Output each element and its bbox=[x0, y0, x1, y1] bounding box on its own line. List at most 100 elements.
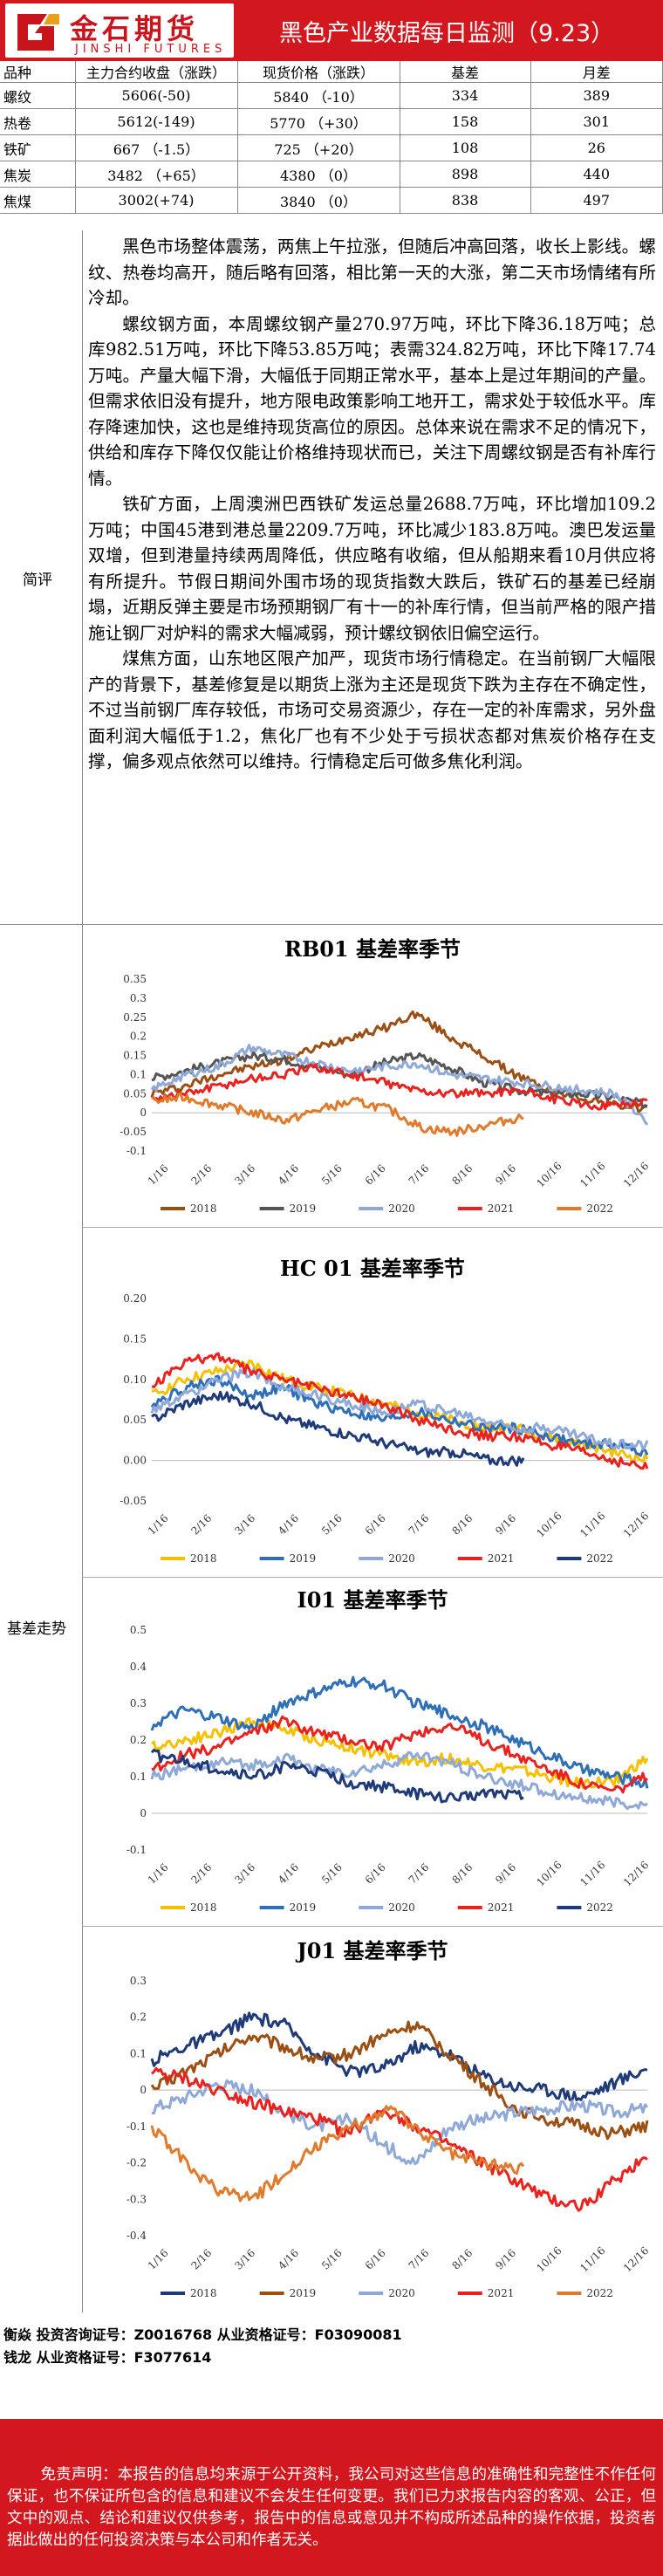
y-tick-label: 0.2 bbox=[130, 1734, 147, 1746]
x-tick-label: 11/16 bbox=[578, 1160, 607, 1189]
x-tick-label: 6/16 bbox=[363, 1512, 388, 1538]
legend-label: 2018 bbox=[190, 1901, 217, 1914]
y-tick-label: 0.25 bbox=[123, 1011, 147, 1024]
chart-title: I01 基差率季节 bbox=[297, 1587, 448, 1613]
x-tick-label: 6/16 bbox=[363, 1162, 388, 1188]
table-cell: 5840 （-10） bbox=[237, 82, 400, 109]
y-tick-label: 0 bbox=[140, 1807, 147, 1819]
y-tick-label: -0.05 bbox=[120, 1495, 147, 1507]
y-tick-label: 0.2 bbox=[130, 2011, 147, 2024]
x-tick-label: 9/16 bbox=[493, 1861, 518, 1887]
x-tick-label: 2/16 bbox=[189, 1512, 215, 1538]
y-tick-label: 0.15 bbox=[123, 1050, 147, 1062]
y-tick-label: 0.1 bbox=[130, 1068, 147, 1080]
legend-label: 2020 bbox=[388, 1552, 415, 1565]
summary-paragraph: 铁矿方面，上周澳洲巴西铁矿发运总量2688.7万吨，环比增加109.2万吨；中国… bbox=[88, 494, 656, 643]
series-line-2018 bbox=[150, 2011, 648, 2102]
table-cell: 焦煤 bbox=[0, 187, 76, 214]
y-tick-label: -0.05 bbox=[120, 1126, 147, 1138]
series-line-2021 bbox=[151, 1352, 649, 1470]
basis-label: 基差走势 bbox=[7, 1620, 66, 1638]
logo-english-text: JINSHI FUTURES bbox=[75, 43, 227, 56]
legend-label: 2019 bbox=[290, 1552, 317, 1565]
table-row: 螺纹 5606(-50) 5840 （-10） 334 389 bbox=[0, 82, 663, 109]
table-cell: 4380 （0） bbox=[237, 161, 400, 188]
x-tick-label: 9/16 bbox=[493, 1162, 518, 1188]
table-cell: 26 bbox=[530, 134, 663, 161]
series-line-2019 bbox=[150, 1675, 649, 1789]
x-tick-label: 12/16 bbox=[621, 1160, 651, 1189]
x-tick-label: 7/16 bbox=[407, 1162, 432, 1188]
chart-hc01: HC 01 基差率季节 0.20 0.15 0.10 0.05 0.00 -0.05 1/16… bbox=[82, 1246, 663, 1578]
column-header: 主力合约收盘（涨跌） bbox=[75, 61, 238, 83]
summary-text: 黑色市场整体震荡，两焦上午拉涨，但随后冲高回落，收长上影线。螺纹、热卷均高开，随… bbox=[82, 230, 659, 925]
table-cell: 3002(+74) bbox=[75, 187, 238, 214]
x-tick-label: 6/16 bbox=[363, 2247, 388, 2272]
table-cell: 5612(-149) bbox=[75, 108, 238, 135]
x-tick-label: 3/16 bbox=[232, 1861, 257, 1887]
legend-label: 2020 bbox=[388, 1202, 415, 1215]
table-cell: 5770 （+30） bbox=[237, 108, 400, 135]
column-header: 月差 bbox=[530, 61, 663, 83]
legend-label: 2018 bbox=[190, 2287, 217, 2299]
y-tick-label: 0.4 bbox=[130, 1661, 147, 1673]
table-cell: 301 bbox=[530, 108, 663, 135]
legend-label: 2020 bbox=[388, 1901, 415, 1914]
legend-label: 2021 bbox=[488, 2287, 515, 2299]
table-cell: 3482 （+65） bbox=[75, 161, 238, 188]
legend-label: 2021 bbox=[488, 1552, 515, 1565]
x-tick-label: 12/16 bbox=[621, 1859, 651, 1888]
summary-label: 简评 bbox=[23, 572, 52, 589]
legend-label: 2021 bbox=[488, 1202, 515, 1215]
column-header: 基差 bbox=[400, 61, 531, 83]
legend-label: 2019 bbox=[290, 1202, 317, 1215]
x-tick-label: 9/16 bbox=[493, 2247, 518, 2272]
legend-label: 2018 bbox=[190, 1552, 217, 1565]
series-line-2021 bbox=[150, 2066, 648, 2212]
table-cell: 热卷 bbox=[0, 108, 76, 135]
x-tick-label: 4/16 bbox=[276, 1861, 301, 1887]
chart-rb01-svg: RB01 基差率季节 0.35 0.3 0.25 0.2 0.15 0.1 0.05 0 -0.0… bbox=[120, 936, 651, 1215]
y-tick-label: 0.35 bbox=[123, 973, 147, 985]
x-tick-label: 3/16 bbox=[232, 2247, 257, 2272]
y-tick-label: 0.05 bbox=[123, 1414, 147, 1426]
x-tick-label: 5/16 bbox=[319, 1162, 345, 1188]
x-tick-label: 7/16 bbox=[407, 1512, 432, 1538]
y-tick-label: 0.3 bbox=[130, 992, 147, 1004]
legend-label: 2018 bbox=[190, 1202, 217, 1215]
y-tick-label: 0.5 bbox=[130, 1624, 147, 1636]
x-tick-label: 5/16 bbox=[319, 1512, 345, 1538]
column-header: 现货价格（涨跌） bbox=[237, 61, 400, 83]
table-cell: 铁矿 bbox=[0, 134, 76, 161]
x-tick-label: 1/16 bbox=[146, 1861, 171, 1887]
series-line-2020 bbox=[150, 1750, 648, 1811]
y-tick-label: -0.1 bbox=[126, 1145, 147, 1157]
x-tick-label: 11/16 bbox=[578, 2244, 607, 2274]
x-tick-label: 1/16 bbox=[146, 1162, 171, 1188]
logo: 金石期货 JINSHI FUTURES bbox=[5, 3, 234, 58]
table-cell: 725 （+20） bbox=[237, 134, 400, 161]
table-cell: 螺纹 bbox=[0, 82, 76, 109]
footer-authors: 衡焱 投资咨询证号：Z0016768 从业资格证号：F03090081 钱龙 从… bbox=[0, 2314, 663, 2419]
x-tick-label: 12/16 bbox=[621, 1510, 651, 1539]
chart-title: RB01 基差率季节 bbox=[284, 936, 461, 962]
series-line-2022 bbox=[150, 2105, 525, 2203]
table-row: 焦煤 3002(+74) 3840 （0） 838 497 bbox=[0, 187, 663, 214]
logo-mark-icon bbox=[17, 14, 59, 51]
disclaimer: 免责声明：本报告的信息均来源于公开资料，我公司对这些信息的准确性和完整性不作任何… bbox=[0, 2419, 663, 2576]
chart-title: J01 基差率季节 bbox=[295, 1938, 448, 1963]
x-tick-label: 2/16 bbox=[189, 1861, 215, 1887]
y-tick-label: 0.05 bbox=[123, 1087, 147, 1100]
legend-label: 2020 bbox=[388, 2287, 415, 2299]
series-line-2018 bbox=[150, 1716, 649, 1790]
logo-chinese-text: 金石期货 bbox=[70, 12, 200, 45]
table-cell: 389 bbox=[530, 82, 663, 109]
chart-j01: J01 基差率季节 0.3 0.2 0.1 0 -0.1 -0.2 -0.3 -0.4 1/16 2… bbox=[82, 1929, 663, 2312]
series-line-2021 bbox=[151, 1715, 649, 1794]
charts-column bbox=[82, 925, 663, 2312]
column-header: 品种 bbox=[0, 61, 76, 83]
table-cell: 158 bbox=[400, 108, 531, 135]
series-line-2019 bbox=[150, 2020, 649, 2141]
x-tick-label: 7/16 bbox=[407, 1861, 432, 1887]
series-line-2022 bbox=[150, 1748, 524, 1804]
